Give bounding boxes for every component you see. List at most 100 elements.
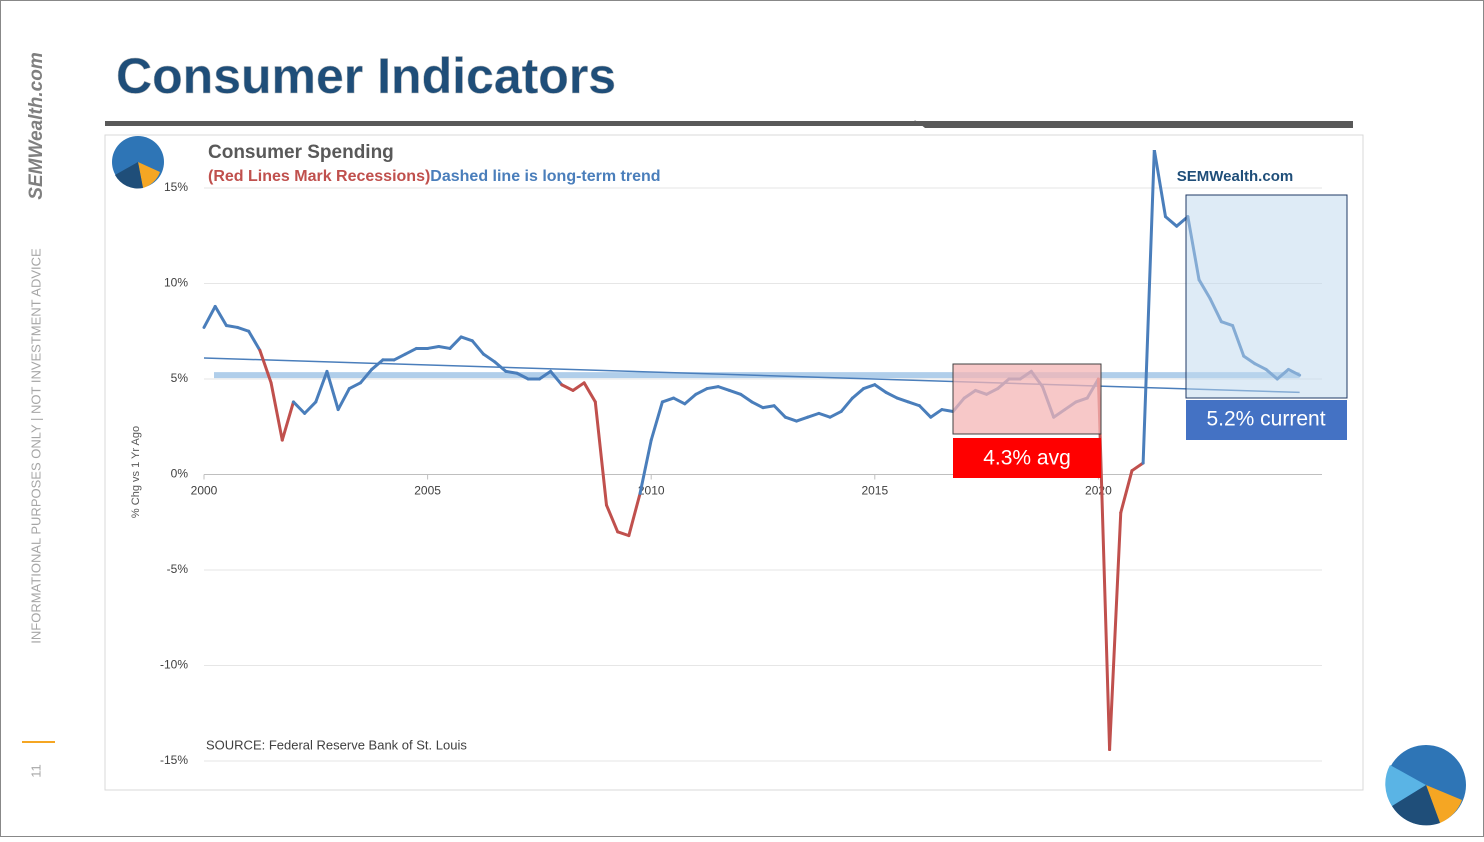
spending-segment bbox=[224, 324, 240, 329]
spending-segment bbox=[716, 385, 731, 392]
spending-segment bbox=[660, 396, 676, 404]
spending-segment bbox=[403, 346, 418, 356]
spending-segment bbox=[839, 396, 854, 413]
spending-segment bbox=[705, 385, 720, 391]
title-rule-bar bbox=[105, 121, 1353, 126]
subtitle-red: (Red Lines Mark Recessions) bbox=[208, 168, 430, 185]
spending-segment bbox=[638, 438, 653, 496]
subtitle-blue: Dashed line is long-term trend bbox=[430, 168, 660, 185]
spending-segment bbox=[727, 388, 743, 396]
spending-segment bbox=[627, 492, 642, 538]
current-label: 5.2% current bbox=[1206, 408, 1325, 431]
spending-segment bbox=[560, 383, 575, 392]
spending-segment bbox=[392, 352, 407, 362]
spending-segment bbox=[236, 325, 251, 333]
spending-segment bbox=[336, 387, 351, 412]
spending-segment bbox=[280, 400, 295, 442]
spending-segment bbox=[325, 369, 340, 412]
spending-segment bbox=[683, 392, 698, 406]
spending-segment bbox=[437, 345, 452, 350]
spending-segment bbox=[884, 390, 899, 400]
x-tick-label: 2010 bbox=[638, 484, 665, 498]
disclaimer: INFORMATIONAL PURPOSES ONLY | NOT INVEST… bbox=[28, 248, 43, 644]
spending-segment bbox=[470, 339, 485, 356]
spending-segment bbox=[504, 369, 519, 375]
page-number: 11 bbox=[28, 764, 43, 778]
spending-segment bbox=[862, 383, 877, 391]
spending-segment bbox=[806, 411, 821, 419]
x-tick-label: 2015 bbox=[861, 484, 888, 498]
y-tick-label: -5% bbox=[167, 562, 189, 576]
y-axis-label: % Chg vs 1 Yr Ago bbox=[130, 426, 142, 518]
spending-segment bbox=[448, 335, 463, 350]
spending-segment bbox=[370, 358, 385, 371]
x-tick-label: 2000 bbox=[191, 484, 218, 498]
spending-segment bbox=[593, 400, 608, 507]
spending-segment bbox=[459, 335, 474, 343]
spending-segment bbox=[649, 400, 664, 442]
corner-logo bbox=[1385, 745, 1466, 826]
spending-segment bbox=[269, 381, 284, 442]
spending-segment bbox=[694, 387, 709, 396]
avg-box bbox=[952, 363, 1102, 435]
current-label-bg bbox=[1186, 400, 1347, 440]
spending-segment bbox=[616, 530, 631, 538]
spending-segment bbox=[873, 383, 888, 394]
y-tick-label: 15% bbox=[164, 180, 188, 194]
spending-segment bbox=[582, 381, 597, 404]
side-brand: SEMWealth.com bbox=[26, 52, 47, 200]
spending-segment bbox=[426, 345, 441, 350]
slide-title: Consumer Indicators bbox=[116, 48, 616, 104]
spending-segment bbox=[1141, 150, 1156, 465]
y-tick-label: -10% bbox=[160, 658, 188, 672]
chart-title: Consumer Spending bbox=[208, 142, 394, 163]
spending-segment bbox=[828, 409, 843, 419]
spending-segment bbox=[850, 387, 866, 400]
spending-segment bbox=[817, 411, 832, 419]
y-tick-label: 5% bbox=[171, 371, 189, 385]
spending-segment bbox=[906, 400, 922, 408]
spending-segment bbox=[247, 329, 262, 352]
spending-segment bbox=[537, 369, 553, 381]
spending-segment bbox=[359, 367, 374, 385]
spending-segment bbox=[895, 396, 910, 404]
watermark: SEMWealth.com bbox=[1177, 168, 1293, 185]
spending-segment bbox=[940, 408, 955, 413]
chart-logo bbox=[112, 136, 164, 189]
spending-segment bbox=[918, 404, 933, 419]
spending-segment bbox=[314, 369, 329, 404]
spending-segment bbox=[213, 304, 228, 328]
spending-segment bbox=[1163, 215, 1179, 228]
spending-segment bbox=[750, 400, 765, 410]
spending-segment bbox=[795, 415, 810, 423]
spending-segment bbox=[549, 369, 564, 387]
current-box bbox=[1185, 194, 1348, 399]
x-tick-label: 2005 bbox=[414, 484, 441, 498]
spending-segment bbox=[783, 415, 799, 423]
avg-label: 4.3% avg bbox=[983, 447, 1071, 470]
y-tick-label: 10% bbox=[164, 276, 188, 290]
avg-label-bg bbox=[953, 438, 1101, 478]
spending-segment bbox=[303, 400, 318, 415]
spending-segment bbox=[202, 304, 217, 329]
spending-segment bbox=[1108, 511, 1123, 752]
trend-line bbox=[203, 357, 1300, 394]
spending-segment bbox=[761, 404, 776, 410]
spending-segment bbox=[571, 381, 586, 392]
spending-segment bbox=[482, 352, 497, 364]
spending-segment bbox=[1119, 469, 1134, 515]
spending-segment bbox=[291, 400, 307, 415]
spending-segment bbox=[493, 360, 508, 373]
x-tick-label: 2020 bbox=[1085, 484, 1112, 498]
spending-segment bbox=[1152, 150, 1167, 219]
chart-frame bbox=[104, 134, 1364, 791]
spending-segment bbox=[515, 371, 530, 381]
spending-segment bbox=[604, 503, 620, 534]
spending-segment bbox=[739, 392, 754, 404]
spending-segment bbox=[258, 348, 273, 385]
spending-segment bbox=[672, 396, 687, 406]
y-tick-label: -15% bbox=[160, 753, 188, 767]
y-tick-label: 0% bbox=[171, 467, 189, 481]
source: SOURCE: Federal Reserve Bank of St. Loui… bbox=[206, 737, 467, 752]
